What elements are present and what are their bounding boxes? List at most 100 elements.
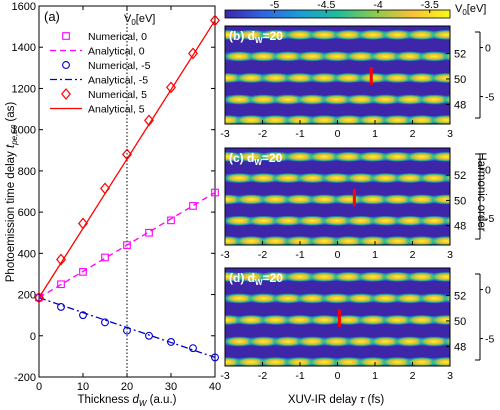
heatmap-blob bbox=[307, 29, 342, 41]
heatmap-blob bbox=[368, 172, 403, 184]
y-tick-label: 1200 bbox=[12, 83, 36, 95]
heatmap-blob bbox=[319, 215, 354, 226]
heatmap-blob bbox=[417, 293, 450, 304]
heatmap-blob bbox=[392, 51, 427, 62]
delay-marker bbox=[369, 67, 373, 85]
heatmap-panel: (d) dW=20 48 50 52 -3 -2 -1 0 1 2 3 0 -5 bbox=[220, 267, 494, 382]
heatmap-blob bbox=[380, 314, 415, 326]
heatmap-blob bbox=[441, 51, 450, 61]
legend-entry: Analytical, 5 bbox=[88, 104, 145, 116]
y-tick-label: 800 bbox=[18, 166, 36, 178]
heatmap-blob bbox=[295, 51, 330, 62]
heatmap-blob bbox=[380, 29, 415, 41]
colorbar-tick-label: -4.5 bbox=[317, 0, 335, 11]
heatmap-blob bbox=[258, 72, 293, 84]
heatmap-blob bbox=[295, 293, 330, 304]
heatmap-blob bbox=[307, 314, 342, 326]
delay-tick-label: -1 bbox=[295, 128, 304, 140]
heatmap-blob bbox=[429, 235, 450, 245]
heatmap-blob bbox=[319, 94, 354, 105]
heatmap-blob bbox=[246, 172, 281, 184]
v0-tick-label: -5 bbox=[485, 334, 494, 346]
heatmap-blob bbox=[331, 29, 366, 41]
heatmap-blob bbox=[380, 194, 415, 205]
heatmap-blob bbox=[356, 194, 391, 205]
harmonic-tick-label: 48 bbox=[454, 99, 466, 111]
heatmap-blob bbox=[331, 72, 366, 84]
heatmap-blob bbox=[225, 172, 257, 184]
heatmap-label-sub: W bbox=[254, 158, 262, 167]
x-tick-label: 10 bbox=[77, 381, 89, 393]
data-point-circle bbox=[101, 318, 109, 327]
heatmap-blob bbox=[283, 271, 317, 283]
heatmap-label-sub: W bbox=[255, 36, 263, 45]
heatmap-label-value: =20 bbox=[263, 271, 284, 285]
heatmap-blob bbox=[246, 94, 281, 105]
x-axis-label: Thickness dW (a.u.) bbox=[78, 394, 177, 408]
panel-a-marks: 0 10 20 30 40-200020040060080010001200140016… bbox=[12, 1, 222, 393]
series-line bbox=[38, 191, 216, 299]
heatmap-blob bbox=[319, 293, 354, 304]
heatmap-blob bbox=[307, 72, 342, 84]
heatmap-blob bbox=[295, 336, 330, 347]
heatmap-blob bbox=[429, 72, 450, 84]
data-point-circle bbox=[79, 311, 87, 320]
heatmap-blob bbox=[271, 293, 305, 304]
heatmap-blob bbox=[368, 336, 403, 347]
delay-tick-label: 0 bbox=[335, 128, 341, 140]
data-point-circle bbox=[145, 331, 153, 340]
x-tick-label: 20 bbox=[121, 381, 133, 393]
heatmap-blob bbox=[295, 215, 330, 226]
heatmap-blob bbox=[404, 29, 439, 41]
y-tick-label: 200 bbox=[18, 290, 36, 302]
heatmap-blob bbox=[356, 29, 391, 41]
x-tick-label: 30 bbox=[165, 381, 177, 393]
heatmap-blob bbox=[234, 271, 269, 283]
heatmap-blob bbox=[283, 314, 317, 326]
heatmap-blob bbox=[246, 215, 281, 226]
v0-tick-label: -5 bbox=[485, 92, 494, 104]
colorbar-label-main: V bbox=[455, 3, 463, 15]
heatmap-blob bbox=[344, 336, 379, 347]
heatmap-panel: (c) dW=20 48 50 52 -3 -2 -1 0 1 2 3 0 -5 bbox=[220, 147, 494, 261]
delay-tick-label: -3 bbox=[220, 249, 229, 261]
legend-entry: Analytical, 0 bbox=[88, 46, 145, 58]
heatmap-blob bbox=[417, 51, 450, 62]
colorbar-tick-label: -4 bbox=[373, 0, 382, 11]
heatmap-x-axis-label: XUV-IR delay τ (fs) bbox=[288, 394, 385, 406]
v0-tick-label: 0 bbox=[485, 285, 491, 297]
legend-entry: Numerical, 5 bbox=[88, 89, 147, 101]
harmonic-tick-label: 50 bbox=[454, 195, 466, 207]
v0-tick-label: 0 bbox=[485, 43, 491, 55]
delay-marker bbox=[352, 188, 356, 207]
delay-tick-label: 1 bbox=[372, 370, 378, 382]
heatmap-blob bbox=[429, 314, 450, 326]
legend-title-sub: 0 bbox=[131, 18, 136, 27]
heatmap-blob bbox=[441, 337, 450, 346]
delay-tick-label: 3 bbox=[447, 370, 453, 382]
heatmap-blob bbox=[234, 314, 269, 326]
legend-title: V0[eV] bbox=[124, 13, 155, 27]
heatmap-blob bbox=[368, 94, 403, 105]
data-point-diamond bbox=[210, 14, 220, 27]
legend-marker bbox=[62, 32, 70, 40]
heatmap-blob bbox=[417, 94, 450, 105]
x-tick-label: 40 bbox=[209, 381, 221, 393]
heatmap-blob bbox=[392, 215, 427, 226]
legend-marker bbox=[62, 61, 70, 69]
colorbar-label-sub: 0 bbox=[462, 8, 467, 17]
heatmap-blob bbox=[225, 336, 257, 347]
data-point-circle bbox=[123, 326, 131, 335]
delay-tick-label: -3 bbox=[220, 370, 229, 382]
data-point-diamond bbox=[56, 253, 66, 266]
heatmap-blob bbox=[368, 293, 403, 304]
delay-tick-label: -1 bbox=[295, 370, 304, 382]
heatmap-blob bbox=[271, 215, 305, 226]
heatmap-blob bbox=[417, 172, 450, 184]
heatmap-blob bbox=[319, 51, 354, 62]
data-point-square bbox=[189, 202, 197, 210]
data-point-square bbox=[167, 216, 175, 225]
data-point-circle bbox=[35, 293, 43, 302]
y-tick-label: 1400 bbox=[12, 42, 36, 54]
